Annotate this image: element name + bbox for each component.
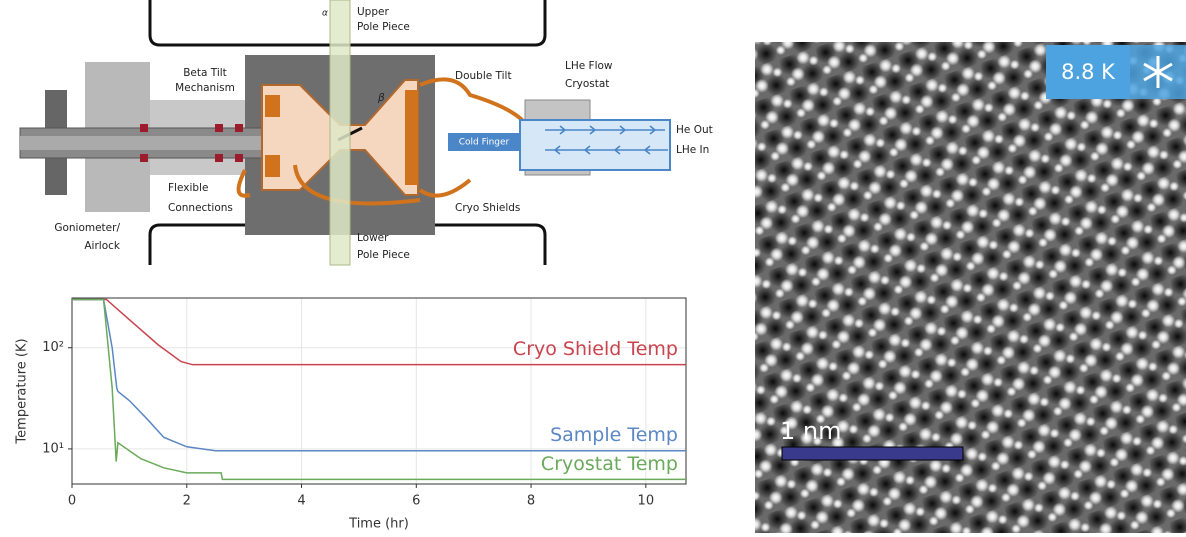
series-label: Cryo Shield Temp [513,338,678,360]
series-label: Sample Temp [550,424,678,446]
diagram-label: Mechanism [175,82,235,94]
x-tick-label: 2 [183,494,191,509]
scale-bar-label: 1 nm [780,417,842,445]
page: {"diagram": {"labels": [ {"lines": ["Upp… [0,0,1186,533]
diagram-label: Pole Piece [357,21,410,33]
diagram-label: α [322,9,328,19]
diagram-label: LHe In [676,144,709,156]
diagram-label: Lower [357,232,389,244]
diagram-label: Goniometer/ [54,222,120,234]
y-tick-label: 10² [42,340,64,355]
diagram-label: Double Tilt [455,70,512,82]
diagram-label: Beta Tilt [183,67,227,79]
diagram-label: Pole Piece [357,249,410,261]
x-tick-label: 6 [412,494,420,509]
x-tick-label: 0 [68,494,76,509]
beam-column [330,0,350,265]
diagram-label: Cold Finger [459,138,510,148]
diagram-label: Cryostat [565,78,609,90]
diagram-label: Flexible [168,182,208,194]
cryo-holder-diagram: Upper Pole Piece Beta Tilt Mechanism Dou… [20,0,713,265]
diagram-label: Cryo Shields [455,202,520,214]
diagram-label: Upper [357,6,389,18]
series-label: Cryostat Temp [541,453,678,475]
x-tick-label: 10 [638,494,655,509]
diagram-label: He Out [676,124,713,136]
x-tick-label: 8 [527,494,535,509]
x-tick-label: 4 [297,494,305,509]
diagram-label: Connections [168,202,233,214]
figure: Upper Pole Piece Beta Tilt Mechanism Dou… [0,0,1186,533]
y-tick-label: 10¹ [42,441,64,456]
micrograph: 8.8 K 1 nm [755,42,1186,533]
x-axis-label: Time (hr) [348,517,409,532]
diagram-label: β [377,92,385,104]
diagram-label: Airlock [84,240,121,252]
y-axis-label: Temperature (K) [15,338,30,444]
temperature-chart: 0 2 4 6 8 10 10¹ 10² Time (hr) Temperature (K) Cry… [15,298,687,532]
temperature-badge-text: 8.8 K [1061,60,1116,84]
cryostat-tube [520,120,670,170]
diagram-label: LHe Flow [565,60,613,72]
scale-bar [782,447,963,460]
